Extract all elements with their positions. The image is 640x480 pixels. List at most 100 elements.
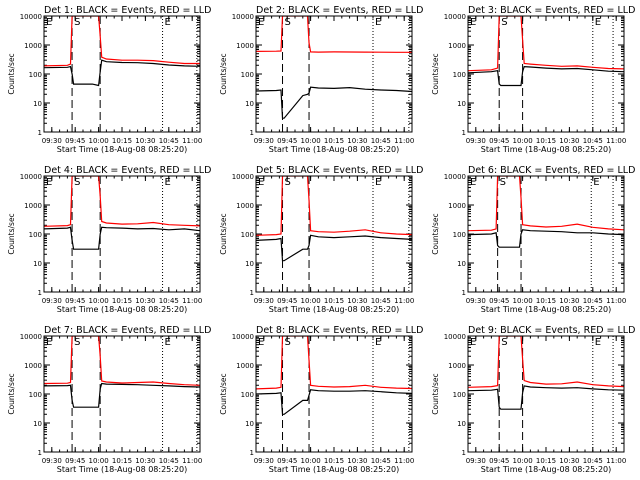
series-lld-line <box>44 176 200 227</box>
series-events-line <box>468 65 624 87</box>
x-axis-label: Start Time (18-Aug-08 08:25:20) <box>269 305 400 314</box>
y-axis-label: Counts/sec <box>7 53 16 94</box>
x-tick-label: 11:00 <box>182 297 202 305</box>
x-axis-label: Start Time (18-Aug-08 08:25:20) <box>481 465 612 474</box>
event-marker-e: E <box>258 17 264 28</box>
x-tick-label: 09:30 <box>466 137 486 145</box>
chart-panel-1: Det 1: BLACK = Events, RED = LLD 1 10 100 10… <box>7 5 211 154</box>
series-lld-line <box>468 336 624 388</box>
x-tick-label: 10:00 <box>301 297 321 305</box>
y-tick-label: 1000 <box>236 202 254 210</box>
x-tick-label: 10:30 <box>347 137 367 145</box>
plot-frame <box>43 335 201 453</box>
plot-frame <box>255 175 413 293</box>
x-tick-label: 09:30 <box>466 297 486 305</box>
event-marker-e: E <box>595 337 601 348</box>
plot-frame <box>255 15 413 133</box>
x-tick-label: 10:15 <box>112 137 132 145</box>
event-marker-e: E <box>258 177 264 188</box>
plot-frame <box>255 335 413 453</box>
y-tick-label: 1 <box>250 289 254 297</box>
x-tick-label: 11:00 <box>182 457 202 465</box>
x-tick-label: 11:00 <box>606 457 626 465</box>
event-marker-e: E <box>46 337 52 348</box>
y-tick-label: 1000 <box>448 202 466 210</box>
x-tick-label: 09:30 <box>254 297 274 305</box>
y-tick-label: 10000 <box>444 333 466 341</box>
x-tick-label: 10:30 <box>135 297 155 305</box>
x-tick-label: 09:30 <box>42 297 62 305</box>
plot-frame <box>43 175 201 293</box>
event-marker-e: E <box>470 337 476 348</box>
series-events-line <box>468 229 624 248</box>
event-marker-e: E <box>375 177 381 188</box>
event-marker-s: S <box>285 337 291 348</box>
x-tick-label: 09:45 <box>65 297 85 305</box>
y-tick-label: 10000 <box>444 173 466 181</box>
event-marker-e: E <box>165 17 171 28</box>
x-tick-label: 09:45 <box>489 137 509 145</box>
y-axis-label: Counts/sec <box>7 373 16 414</box>
x-tick-label: 09:45 <box>277 457 297 465</box>
event-marker-e: E <box>165 177 171 188</box>
y-tick-label: 10000 <box>444 13 466 21</box>
y-tick-label: 1 <box>38 449 42 457</box>
event-marker-e: E <box>595 17 601 28</box>
y-tick-label: 1 <box>38 129 42 137</box>
event-marker-e: E <box>165 337 171 348</box>
event-marker-s: S <box>501 17 507 28</box>
x-tick-label: 10:15 <box>112 297 132 305</box>
x-tick-label: 09:30 <box>466 457 486 465</box>
x-tick-label: 10:00 <box>513 137 533 145</box>
event-marker-s: S <box>74 177 80 188</box>
y-tick-label: 100 <box>453 231 466 239</box>
plot-frame <box>467 335 625 453</box>
chart-panel-9: Det 9: BLACK = Events, RED = LLD 1 10 100 10… <box>431 325 635 474</box>
x-tick-label: 10:15 <box>324 297 344 305</box>
y-tick-label: 100 <box>453 71 466 79</box>
plot-frame <box>43 15 201 133</box>
series-events-line <box>468 385 624 410</box>
x-tick-label: 09:45 <box>277 297 297 305</box>
chart-title: Det 1: BLACK = Events, RED = LLD <box>44 5 211 16</box>
y-tick-label: 10000 <box>232 333 254 341</box>
y-tick-label: 10 <box>245 100 254 108</box>
x-tick-label: 11:00 <box>606 297 626 305</box>
x-axis-label: Start Time (18-Aug-08 08:25:20) <box>481 305 612 314</box>
y-tick-label: 10 <box>457 100 466 108</box>
x-tick-label: 10:45 <box>371 457 391 465</box>
y-tick-label: 10000 <box>20 13 42 21</box>
y-tick-label: 1 <box>462 449 466 457</box>
x-tick-label: 10:15 <box>324 137 344 145</box>
x-tick-label: 10:30 <box>135 137 155 145</box>
y-tick-label: 1 <box>462 129 466 137</box>
y-tick-label: 10 <box>245 420 254 428</box>
x-tick-label: 10:00 <box>301 137 321 145</box>
x-tick-label: 10:30 <box>559 297 579 305</box>
y-tick-label: 1 <box>250 449 254 457</box>
event-marker-s: S <box>74 17 80 28</box>
series-events-line <box>256 389 412 415</box>
event-marker-s: S <box>74 337 80 348</box>
chart-title: Det 7: BLACK = Events, RED = LLD <box>44 325 211 336</box>
event-marker-s: S <box>501 337 507 348</box>
chart-title: Det 8: BLACK = Events, RED = LLD <box>256 325 423 336</box>
x-tick-label: 10:30 <box>559 137 579 145</box>
y-tick-label: 1000 <box>448 42 466 50</box>
y-tick-label: 10 <box>245 260 254 268</box>
y-tick-label: 100 <box>241 391 254 399</box>
y-tick-label: 1000 <box>236 42 254 50</box>
x-tick-label: 09:30 <box>42 137 62 145</box>
y-axis-label: Counts/sec <box>7 213 16 254</box>
series-events-line <box>44 59 200 87</box>
y-tick-label: 10 <box>33 420 42 428</box>
x-axis-label: Start Time (18-Aug-08 08:25:20) <box>269 465 400 474</box>
event-marker-e: E <box>470 17 476 28</box>
event-marker-e: E <box>593 177 599 188</box>
chart-panel-6: Det 6: BLACK = Events, RED = LLD 1 10 100 10… <box>431 165 635 314</box>
series-events-line <box>256 234 412 262</box>
y-tick-label: 100 <box>453 391 466 399</box>
chart-title: Det 5: BLACK = Events, RED = LLD <box>256 165 423 176</box>
y-tick-label: 100 <box>29 71 42 79</box>
